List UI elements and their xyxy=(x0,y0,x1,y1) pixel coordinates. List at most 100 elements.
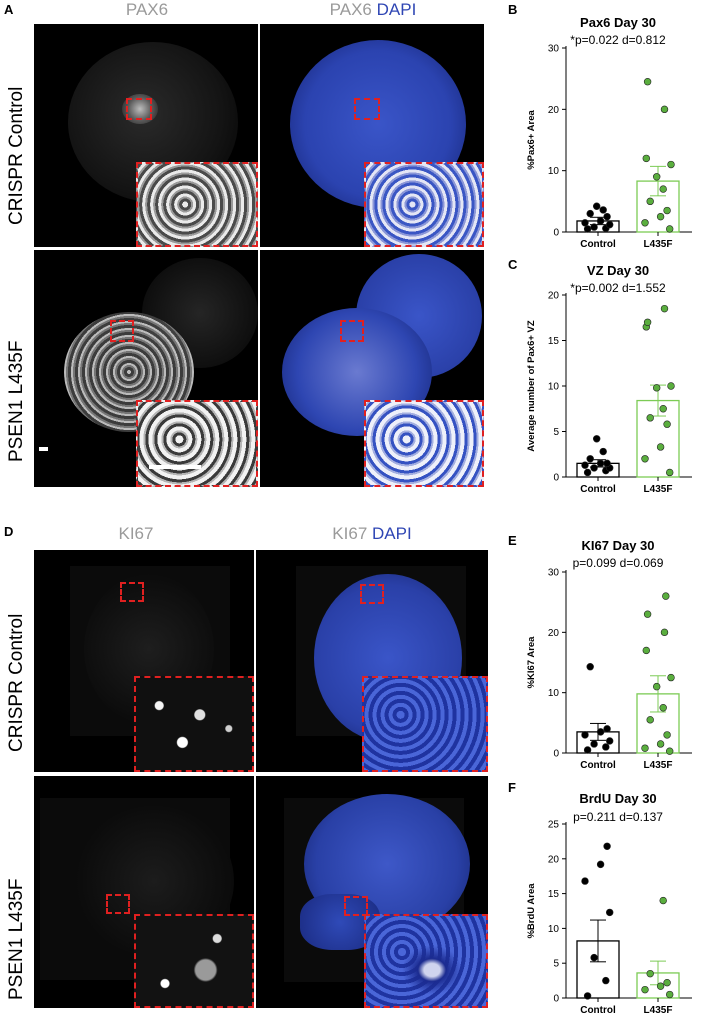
data-point xyxy=(662,592,670,600)
y-axis-label: Average number of Pax6+ VZ xyxy=(526,320,537,452)
micrograph-pax6-dapi-l435f xyxy=(260,250,484,487)
data-point xyxy=(641,219,649,227)
data-point xyxy=(596,459,605,468)
micrograph-ki67-dapi-control xyxy=(256,550,488,772)
y-tick-label: 0 xyxy=(553,473,559,484)
data-point xyxy=(659,185,667,193)
zoom-inset xyxy=(134,914,254,1008)
data-point xyxy=(656,982,665,990)
y-tick-label: 10 xyxy=(548,382,560,393)
panel-letter: F xyxy=(508,780,516,795)
chart-subtitle: *p=0.022 d=0.812 xyxy=(570,33,666,47)
data-point xyxy=(599,447,607,456)
data-point xyxy=(583,468,592,477)
data-point xyxy=(581,219,589,227)
micrograph-pax6-dapi-control xyxy=(260,24,484,247)
data-point xyxy=(660,628,669,637)
x-tick-label: Control xyxy=(580,239,616,250)
y-tick-label: 5 xyxy=(553,427,559,438)
y-tick-label: 10 xyxy=(548,688,560,699)
data-point xyxy=(603,212,611,221)
y-tick-label: 20 xyxy=(548,854,560,865)
zoom-inset xyxy=(134,676,254,772)
data-point xyxy=(590,223,598,231)
chart-pax6-area: B Pax6 Day 30 *p=0.022 d=0.812 %Pax6+ Area 0… xyxy=(508,2,692,250)
micrograph-ki67-control xyxy=(34,550,254,772)
data-point xyxy=(659,405,667,413)
data-point xyxy=(659,896,667,905)
data-point xyxy=(642,154,651,163)
data-point xyxy=(590,953,598,962)
data-point xyxy=(653,173,661,181)
x-tick-label: Control xyxy=(580,1005,616,1015)
data-point xyxy=(605,908,614,917)
data-point xyxy=(653,384,661,392)
data-point xyxy=(653,682,661,691)
data-point xyxy=(581,461,589,469)
data-point xyxy=(663,978,671,987)
y-tick-label: 25 xyxy=(548,820,560,831)
chart-title: BrdU Day 30 xyxy=(579,791,656,806)
chart-subtitle: *p=0.002 d=1.552 xyxy=(570,281,666,295)
x-tick-label: L435F xyxy=(644,1005,673,1015)
panel-a-col2-header: PAX6 DAPI xyxy=(262,0,484,20)
x-tick-label: L435F xyxy=(644,484,673,495)
data-point xyxy=(596,860,605,869)
y-tick-label: 30 xyxy=(548,568,560,579)
zoom-inset xyxy=(136,162,258,247)
data-point xyxy=(586,209,594,218)
x-tick-label: Control xyxy=(580,484,616,495)
y-tick-label: 10 xyxy=(548,166,560,177)
panel-d-row1-label: CRISPR Control xyxy=(6,613,27,752)
x-tick-label: Control xyxy=(580,760,616,770)
scale-bar-inset xyxy=(149,465,201,469)
chart-brdu-area: F BrdU Day 30 p=0.211 d=0.137 %BrdU Area 0 5 1… xyxy=(508,780,692,1015)
panel-d-col2-marker: KI67 xyxy=(332,524,368,543)
data-point xyxy=(602,743,610,751)
data-point xyxy=(641,744,649,752)
panel-a-row2-label: PSEN1 L435F xyxy=(6,340,27,462)
panel-letter: B xyxy=(508,2,517,17)
data-point xyxy=(586,663,594,671)
data-point xyxy=(656,740,665,748)
y-tick-label: 0 xyxy=(553,749,559,760)
data-point xyxy=(666,747,674,755)
zoom-inset xyxy=(362,676,488,772)
y-tick-label: 20 xyxy=(548,291,560,302)
data-point xyxy=(663,420,671,428)
data-point xyxy=(642,646,651,655)
y-tick-label: 20 xyxy=(548,105,560,116)
data-point xyxy=(583,746,592,754)
chart-ki67-area: E KI67 Day 30 p=0.099 d=0.069 %KI67 Area 0 10… xyxy=(508,533,692,770)
data-point xyxy=(643,78,652,86)
data-point xyxy=(659,704,667,712)
data-point xyxy=(646,197,654,206)
panel-letter: E xyxy=(508,533,517,548)
y-tick-label: 0 xyxy=(553,228,559,239)
data-point xyxy=(586,455,594,463)
data-point xyxy=(646,969,654,978)
panel-a-col1-header: PAX6 xyxy=(125,0,169,19)
panel-letter: C xyxy=(508,257,518,272)
data-point xyxy=(666,225,674,233)
data-point xyxy=(646,716,654,724)
roi-box xyxy=(106,894,130,914)
chart-title: Pax6 Day 30 xyxy=(580,15,656,30)
data-point xyxy=(666,990,674,999)
chart-subtitle: p=0.099 d=0.069 xyxy=(573,556,664,570)
data-point xyxy=(663,731,671,739)
y-tick-label: 0 xyxy=(553,994,559,1005)
y-tick-label: 30 xyxy=(548,44,560,55)
data-point xyxy=(583,225,592,233)
data-point xyxy=(646,414,654,422)
chart-subtitle: p=0.211 d=0.137 xyxy=(573,810,663,824)
data-point xyxy=(605,220,614,229)
data-point xyxy=(596,728,605,736)
data-point xyxy=(596,217,605,225)
data-point xyxy=(581,877,589,885)
scale-bar xyxy=(39,447,48,451)
y-axis-label: %Pax6+ Area xyxy=(526,109,537,169)
chart-title: VZ Day 30 xyxy=(587,263,649,278)
roi-box xyxy=(120,582,144,602)
chart-title: KI67 Day 30 xyxy=(582,538,655,553)
